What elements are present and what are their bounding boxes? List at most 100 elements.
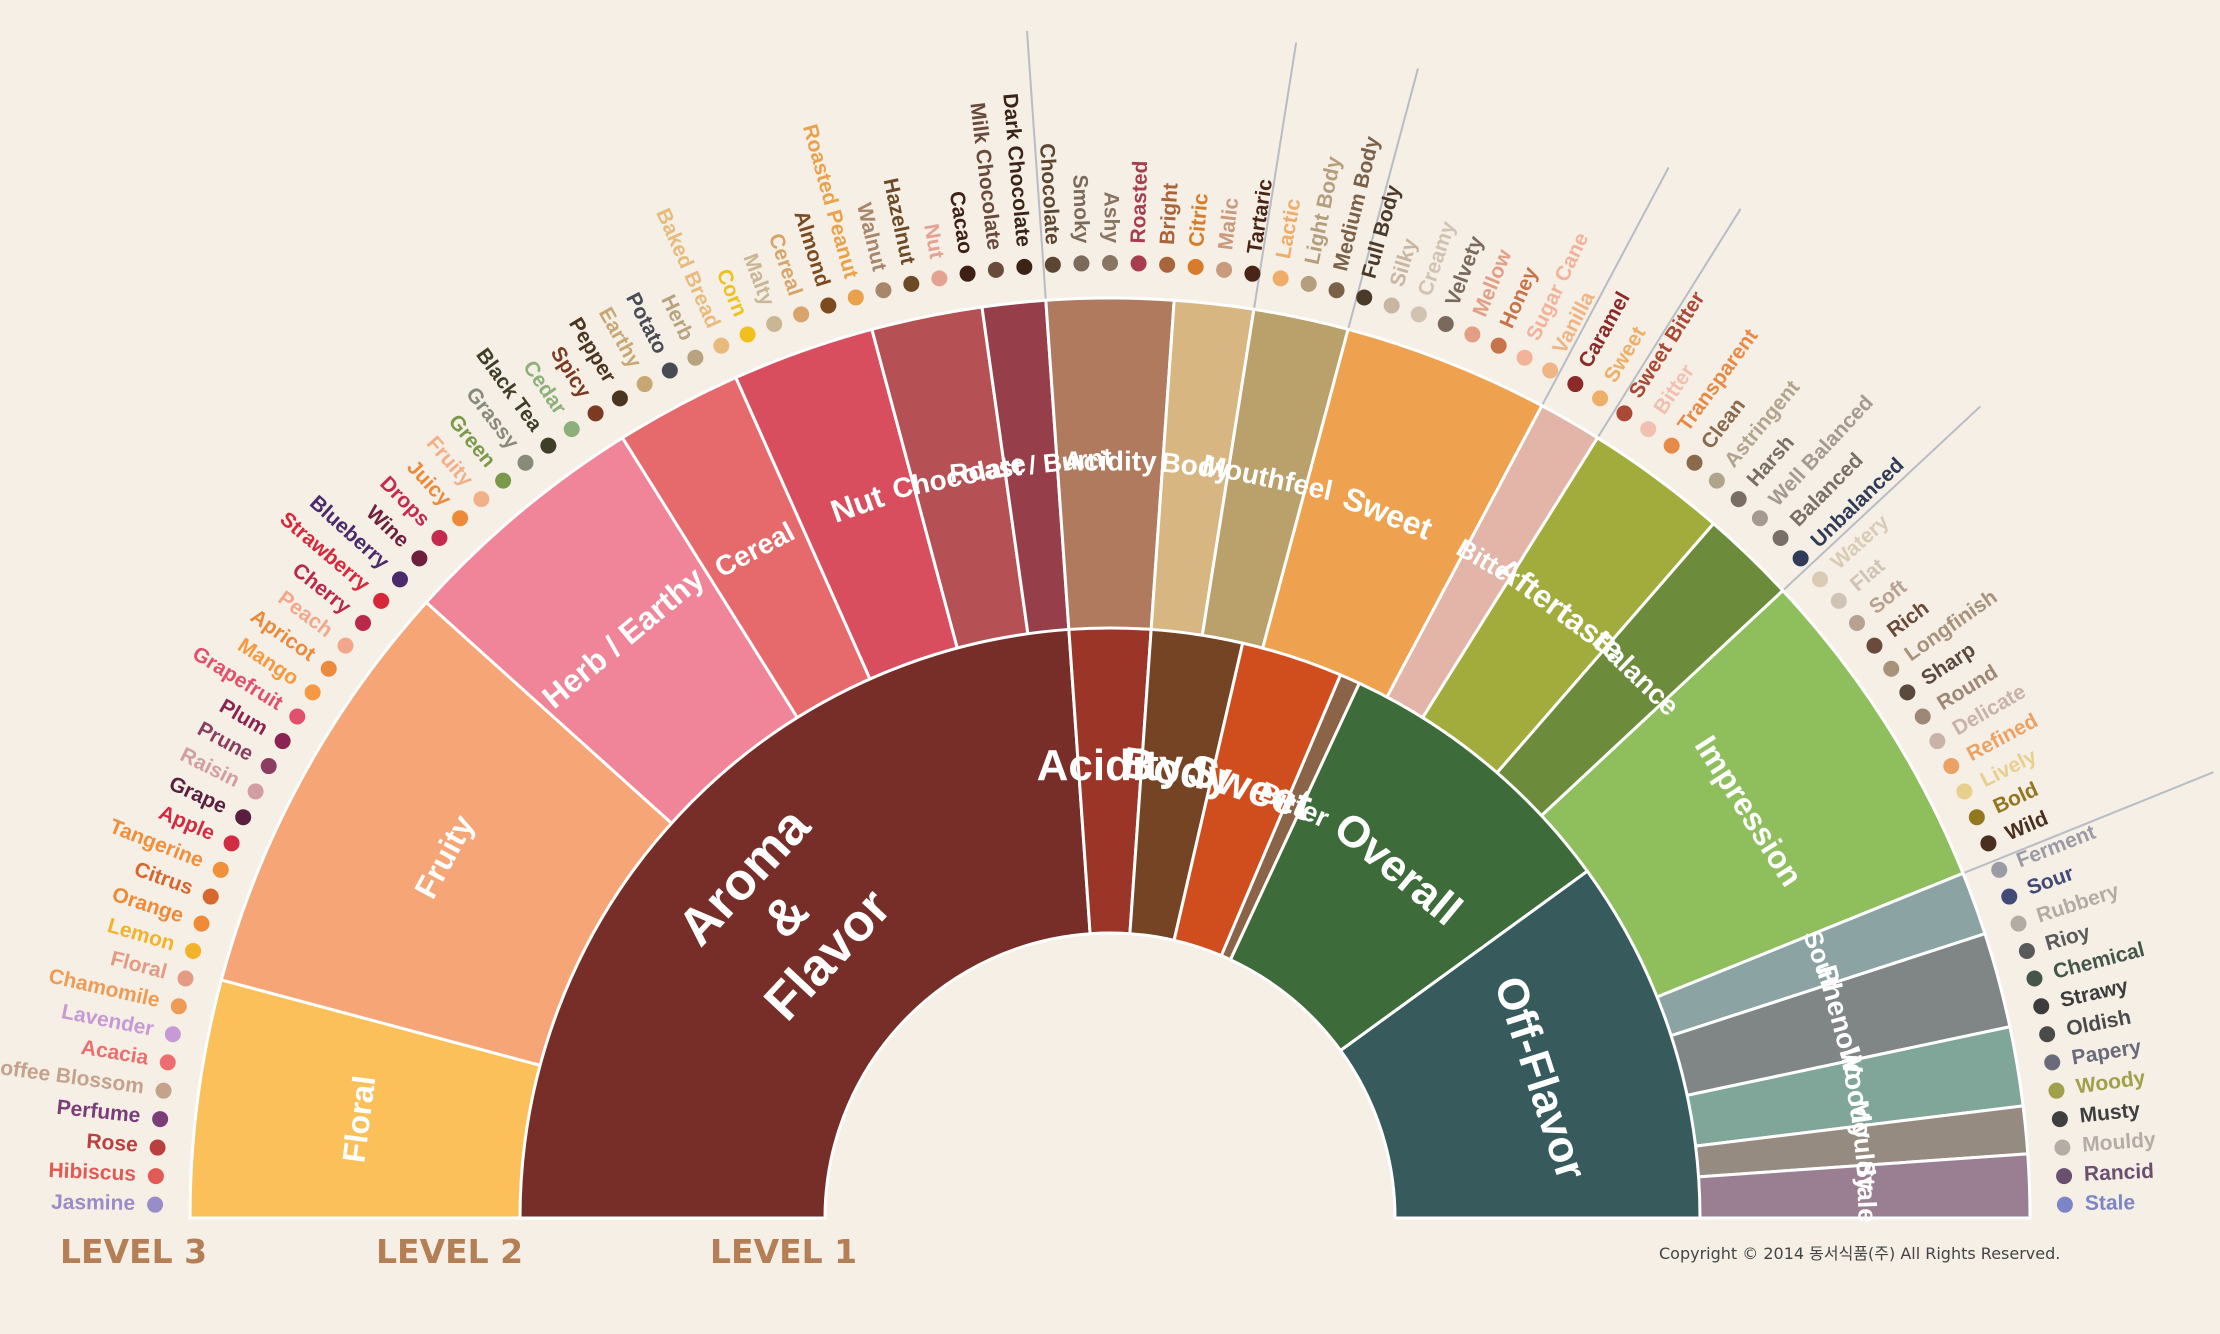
- level3-dot-prune: [260, 758, 277, 775]
- level1-segment-off-flavor: [1338, 869, 1702, 1220]
- level3-dot-fruity: [473, 491, 490, 508]
- level3-dot-cherry: [355, 614, 372, 631]
- level2-label-stale: Stale: [1851, 1160, 1883, 1223]
- level3-label-musty: Musty: [2078, 1098, 2141, 1127]
- level3-dot-watery: [1812, 571, 1829, 588]
- level3-dot-round: [1914, 708, 1931, 725]
- level3-label-roasted: Roasted: [1127, 160, 1152, 244]
- level3-dot-spicy: [587, 405, 604, 422]
- level2-label: LEVEL 2: [376, 1232, 524, 1271]
- level3-dot-roasted-peanut: [847, 289, 864, 306]
- level3-label-malic: Malic: [1214, 196, 1243, 251]
- level3-dot-grapefruit: [289, 708, 306, 725]
- level1-ring: [518, 626, 1702, 1220]
- level3-dot-floral: [177, 970, 194, 987]
- level3-label-tartaric: Tartaric: [1243, 177, 1277, 255]
- level3-dot-citrus: [202, 888, 219, 905]
- level3-dot-refined: [1943, 758, 1960, 775]
- level3-label-rose: Rose: [86, 1130, 139, 1157]
- level3-dot-juicy: [452, 510, 469, 527]
- level3-dot-hazelnut: [903, 275, 920, 292]
- level3-dot-rubbery: [2010, 915, 2027, 932]
- level3-dot-astringent: [1708, 472, 1725, 489]
- level3-dot-malic: [1216, 261, 1233, 278]
- level3-dot-citric: [1187, 258, 1204, 275]
- level3-dot-rancid: [2056, 1168, 2073, 1185]
- level1-label-acidity: Acidity: [1037, 741, 1184, 790]
- level3-label-nut: Nut: [919, 222, 948, 261]
- level3-dot-almond: [820, 297, 837, 314]
- level1-label: LEVEL 1: [710, 1232, 858, 1271]
- level3-dot-sour: [2001, 888, 2018, 905]
- level3-dot-wild: [1980, 835, 1997, 852]
- level3-label-perfume: Perfume: [56, 1096, 142, 1128]
- level3-dot-musty: [2051, 1111, 2068, 1128]
- level3-dot-potato: [661, 362, 678, 379]
- level3-dot-apricot: [320, 660, 337, 677]
- level3-dot-harsh: [1730, 491, 1747, 508]
- group-divider-line: [1025, 30, 1047, 301]
- level3-dot-nut: [931, 270, 948, 287]
- level3-dot-longfinish: [1883, 660, 1900, 677]
- level3-label: LEVEL 3: [60, 1232, 208, 1271]
- level3-dot-oldish: [2039, 1026, 2056, 1043]
- level3-dot-balanced: [1772, 530, 1789, 547]
- level1-label-line: Acidity: [1037, 741, 1184, 790]
- level3-dot-woody: [2048, 1082, 2065, 1099]
- level3-dot-black-tea: [540, 437, 557, 454]
- level3-dot-perfume: [152, 1111, 169, 1128]
- level3-dot-hibiscus: [147, 1168, 164, 1185]
- level3-dot-ferment: [1991, 861, 2008, 878]
- level3-dot-jasmine: [147, 1196, 164, 1213]
- level3-label-mouldy: Mouldy: [2081, 1128, 2156, 1156]
- level3-dot-bold: [1968, 809, 1985, 826]
- level3-dot-rose: [149, 1139, 166, 1156]
- level3-dot-stale: [2056, 1196, 2073, 1213]
- level3-dot-rioy: [2018, 942, 2035, 959]
- level3-dot-lavender: [164, 1026, 181, 1043]
- level3-dot-pepper: [611, 390, 628, 407]
- level3-dot-well-balanced: [1751, 510, 1768, 527]
- level3-label-ashy: Ashy: [1099, 192, 1122, 244]
- level3-dot-malty: [766, 315, 783, 332]
- level3-label-hibiscus: Hibiscus: [48, 1159, 136, 1186]
- level3-dot-chocolate: [1044, 256, 1061, 273]
- group-divider-line: [1782, 405, 1981, 592]
- level3-dot-soft: [1848, 614, 1865, 631]
- level3-label-floral: Floral: [108, 947, 169, 984]
- level3-dot-acacia: [159, 1054, 176, 1071]
- level3-dot-sharp: [1899, 684, 1916, 701]
- level3-label-stale: Stale: [2085, 1191, 2136, 1215]
- level3-dot-tartaric: [1244, 265, 1261, 282]
- level3-dot-strawy: [2033, 998, 2050, 1015]
- level3-dot-cedar: [563, 421, 580, 438]
- level3-dot-unbalanced: [1792, 550, 1809, 567]
- level3-label-citric: Citric: [1185, 192, 1213, 248]
- level3-label-bright: Bright: [1156, 182, 1183, 245]
- level3-dot-ashy: [1102, 255, 1118, 271]
- level3-dot-sweet-bitter: [1616, 405, 1633, 422]
- level3-dot-papery: [2044, 1054, 2061, 1071]
- level3-dot-strawberry: [373, 592, 390, 609]
- level3-dot-medium-body: [1328, 282, 1345, 299]
- level3-label-rioy: Rioy: [2043, 921, 2093, 956]
- level3-dot-coffee-blossom: [155, 1082, 172, 1099]
- level3-dot-smoky: [1073, 255, 1090, 272]
- level3-dot-honey: [1490, 337, 1507, 354]
- level3-dot-raisin: [247, 783, 264, 800]
- group-divider-line: [1541, 166, 1670, 407]
- group-divider-line: [1962, 771, 2214, 875]
- level3-dot-cereal: [793, 306, 810, 323]
- level3-dot-grassy: [517, 454, 534, 471]
- level3-dot-tangerine: [212, 861, 229, 878]
- level3-dot-peach: [337, 637, 354, 654]
- level3-label-oldish: Oldish: [2064, 1006, 2133, 1041]
- level3-dot-full-body: [1356, 289, 1373, 306]
- copyright-text: Copyright © 2014 동서식품(주) All Rights Rese…: [1659, 1244, 2061, 1263]
- level3-dot-blueberry: [391, 571, 408, 588]
- level3-dot-bitter: [1640, 421, 1657, 438]
- group-divider-line: [1596, 208, 1742, 439]
- level3-dot-grape: [235, 809, 252, 826]
- group-divider-line: [1252, 42, 1298, 310]
